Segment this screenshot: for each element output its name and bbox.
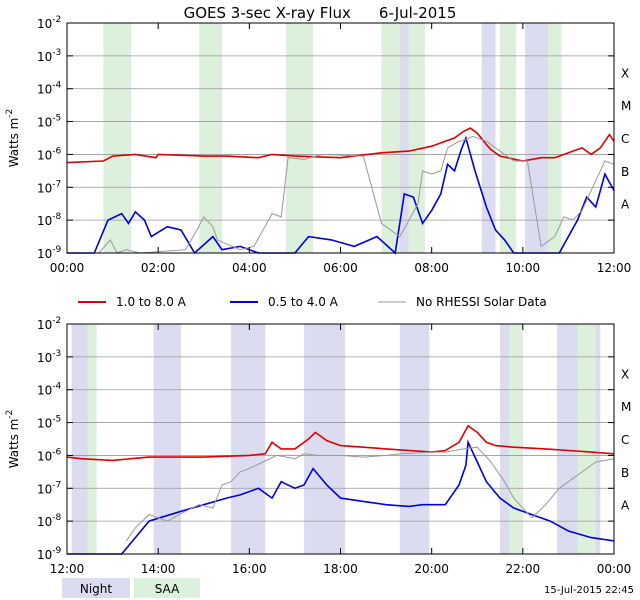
- bottom-panel: 10-2 10-3 10-4 10-5 10-6 10-7 10-8 10-9 Watts m-…: [5, 316, 631, 576]
- chart-title: GOES 3-sec X-ray Flux 6-Jul-2015: [184, 4, 457, 22]
- y-tick-label: 10-3: [37, 349, 61, 365]
- timestamp: 15-Jul-2015 22:45: [544, 585, 634, 596]
- x-tick-label: 04:00: [232, 261, 267, 275]
- saa-key-swatch: [134, 578, 200, 598]
- x-tick-label: 16:00: [232, 562, 267, 576]
- x-tick-label: 10:00: [506, 261, 541, 275]
- flare-class-label: C: [621, 132, 629, 146]
- night-band: [231, 324, 266, 554]
- y-tick-label: 10-4: [37, 382, 62, 398]
- y-axis-label: Watts m-2: [5, 410, 21, 469]
- legend-label-red: 1.0 to 8.0 A: [116, 295, 187, 309]
- night-band: [399, 324, 430, 554]
- x-tick-label: 22:00: [506, 562, 541, 576]
- x-tick-label: 12:00: [597, 261, 632, 275]
- saa-band: [199, 23, 222, 253]
- y-tick-label: 10-3: [37, 48, 61, 64]
- y-tick-label: 10-8: [37, 513, 62, 529]
- x-tick-label: 12:00: [50, 562, 85, 576]
- flare-class-label: B: [621, 165, 629, 179]
- x-tick-label: 18:00: [323, 562, 358, 576]
- night-band: [557, 324, 578, 554]
- x-tick-label: 02:00: [141, 261, 176, 275]
- saa-band: [103, 23, 131, 253]
- y-tick-label: 10-6: [37, 447, 62, 463]
- flare-class-label: C: [621, 433, 629, 447]
- x-tick-label: 06:00: [323, 261, 358, 275]
- y-tick-label: 10-9: [37, 546, 62, 562]
- y-tick-label: 10-7: [37, 179, 61, 195]
- flare-class-label: A: [621, 198, 630, 212]
- series-line: [66, 424, 615, 462]
- legend-label-gray: No RHESSI Solar Data: [416, 295, 547, 309]
- flare-class-label: A: [621, 499, 630, 513]
- x-tick-label: 08:00: [414, 261, 449, 275]
- flare-class-label: B: [621, 466, 629, 480]
- legend-label-blue: 0.5 to 4.0 A: [268, 295, 339, 309]
- saa-band: [509, 324, 523, 554]
- saa-band: [577, 324, 596, 554]
- night-key-label: Night: [80, 582, 113, 596]
- flare-class-label: M: [621, 400, 631, 414]
- top-panel: 10-2 10-3 10-4 10-5 10-6 10-7 10-8 10-9 Watts m-…: [5, 15, 631, 275]
- series-line: [98, 135, 615, 254]
- legend: 1.0 to 8.0 A 0.5 to 4.0 A No RHESSI Sola…: [78, 295, 547, 309]
- y-tick-label: 10-8: [37, 212, 62, 228]
- saa-band: [500, 23, 516, 253]
- shading-key: Night SAA: [62, 578, 200, 598]
- y-tick-label: 10-4: [37, 81, 62, 97]
- series-line: [66, 127, 615, 164]
- night-key-swatch: [62, 578, 130, 598]
- night-band: [71, 324, 88, 554]
- night-band: [153, 324, 181, 554]
- saa-band: [547, 23, 562, 253]
- x-tick-label: 20:00: [414, 562, 449, 576]
- flare-class-label: X: [621, 367, 629, 381]
- x-tick-label: 00:00: [597, 562, 632, 576]
- y-tick-label: 10-5: [37, 114, 61, 130]
- series-line: [125, 446, 615, 542]
- saa-band: [381, 23, 400, 253]
- saa-band: [87, 324, 97, 554]
- y-tick-label: 10-6: [37, 146, 62, 162]
- y-tick-label: 10-7: [37, 480, 61, 496]
- x-tick-label: 00:00: [50, 261, 85, 275]
- y-tick-label: 10-2: [37, 316, 61, 332]
- y-tick-label: 10-9: [37, 245, 62, 261]
- y-axis-label: Watts m-2: [5, 109, 21, 168]
- saa-key-label: SAA: [155, 582, 180, 596]
- x-tick-label: 14:00: [141, 562, 176, 576]
- night-band: [481, 23, 496, 253]
- flare-class-label: M: [621, 99, 631, 113]
- saa-band: [408, 23, 425, 253]
- saa-band: [285, 23, 314, 253]
- y-tick-label: 10-5: [37, 415, 61, 431]
- y-tick-label: 10-2: [37, 15, 61, 31]
- night-band: [525, 23, 551, 253]
- flare-class-label: X: [621, 66, 629, 80]
